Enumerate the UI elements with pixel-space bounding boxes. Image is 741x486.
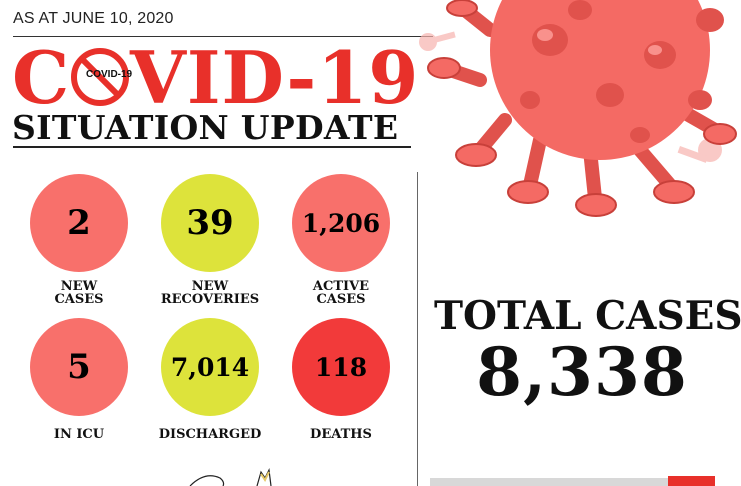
new-recoveries-circle: 39	[161, 174, 259, 272]
deaths-label: DEATHS	[310, 427, 372, 442]
new-cases-label: NEW CASES	[14, 280, 144, 306]
new-recoveries-label-line2: RECOVERIES	[160, 292, 260, 307]
active-cases-value: 1,206	[301, 208, 381, 238]
new-cases-circle: 2	[30, 174, 128, 272]
active-cases-circle: 1,206	[292, 174, 390, 272]
new-recoveries-value: 39	[186, 203, 234, 243]
discharged-value: 7,014	[170, 352, 250, 382]
discharged-label: DISCHARGED	[158, 427, 262, 442]
prohibition-sign-icon	[71, 48, 129, 106]
icu-circle: 5	[30, 318, 128, 416]
total-cases-value: 8,338	[476, 333, 688, 411]
deaths-value: 118	[314, 352, 368, 382]
new-recoveries-label-line1: NEW	[191, 279, 229, 294]
icu-value: 5	[67, 347, 91, 387]
bottom-banner	[430, 478, 715, 486]
subtitle-divider	[13, 146, 411, 148]
hand-drawing-icon	[189, 467, 272, 486]
vertical-divider	[417, 172, 418, 486]
title-first-letter: C	[12, 35, 70, 120]
new-recoveries-label: NEW RECOVERIES	[145, 280, 275, 306]
new-cases-label-line2: CASES	[54, 292, 104, 307]
new-cases-label-line1: NEW	[60, 279, 98, 294]
bottom-banner-accent	[668, 476, 715, 486]
active-cases-label: ACTIVE CASES	[276, 280, 406, 306]
deaths-circle: 118	[292, 318, 390, 416]
active-cases-label-line1: ACTIVE	[312, 279, 370, 294]
coronavirus-illustration-icon	[419, 0, 737, 217]
main-title: C COVID-19 VID-19	[12, 40, 422, 115]
date-text: AS AT JUNE 10, 2020	[13, 10, 174, 27]
subtitle: SITUATION UPDATE	[12, 108, 399, 147]
discharged-circle: 7,014	[161, 318, 259, 416]
total-cases-label: TOTAL CASES	[434, 293, 741, 339]
date-divider	[13, 36, 433, 37]
icu-label: IN ICU	[53, 427, 105, 442]
new-cases-value: 2	[67, 203, 91, 243]
active-cases-label-line2: CASES	[316, 292, 366, 307]
logo-text: COVID-19	[86, 69, 133, 80]
title-rest: VID-19	[130, 35, 420, 120]
